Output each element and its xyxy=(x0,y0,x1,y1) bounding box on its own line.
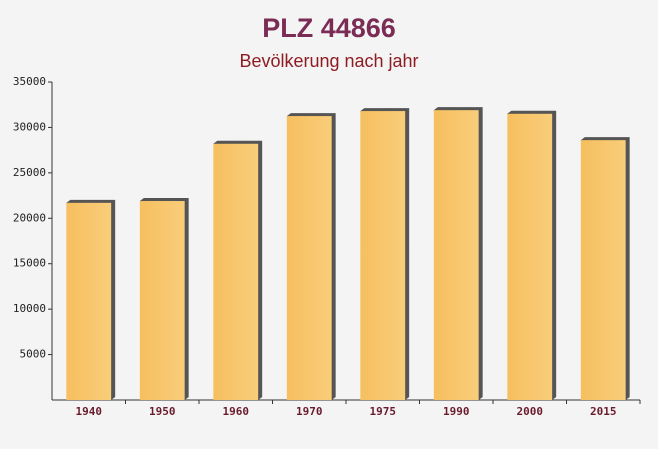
chart-subtitle: Bevölkerung nach jahr xyxy=(239,51,418,71)
bar xyxy=(433,110,479,400)
x-tick-label: 2000 xyxy=(517,405,544,418)
bar xyxy=(360,111,406,401)
y-tick-label: 20000 xyxy=(13,211,46,224)
bar xyxy=(139,201,185,400)
x-tick-label: 2015 xyxy=(590,405,617,418)
bar xyxy=(66,202,112,400)
x-tick-label: 1950 xyxy=(149,405,176,418)
y-tick-label: 10000 xyxy=(13,302,46,315)
chart-title: PLZ 44866 xyxy=(262,13,396,43)
y-tick-label: 30000 xyxy=(13,120,46,133)
x-tick-label: 1990 xyxy=(443,405,470,418)
x-tick-label: 1975 xyxy=(370,405,397,418)
y-tick-label: 25000 xyxy=(13,166,46,179)
bar xyxy=(507,113,553,401)
bar xyxy=(286,116,332,401)
bar xyxy=(580,140,626,401)
x-tick-label: 1970 xyxy=(296,405,323,418)
x-tick-label: 1940 xyxy=(76,405,103,418)
y-tick-label: 15000 xyxy=(13,257,46,270)
x-tick-label: 1960 xyxy=(223,405,250,418)
y-tick-label: 5000 xyxy=(20,348,47,361)
y-tick-label: 35000 xyxy=(13,75,46,88)
bar xyxy=(213,143,259,401)
